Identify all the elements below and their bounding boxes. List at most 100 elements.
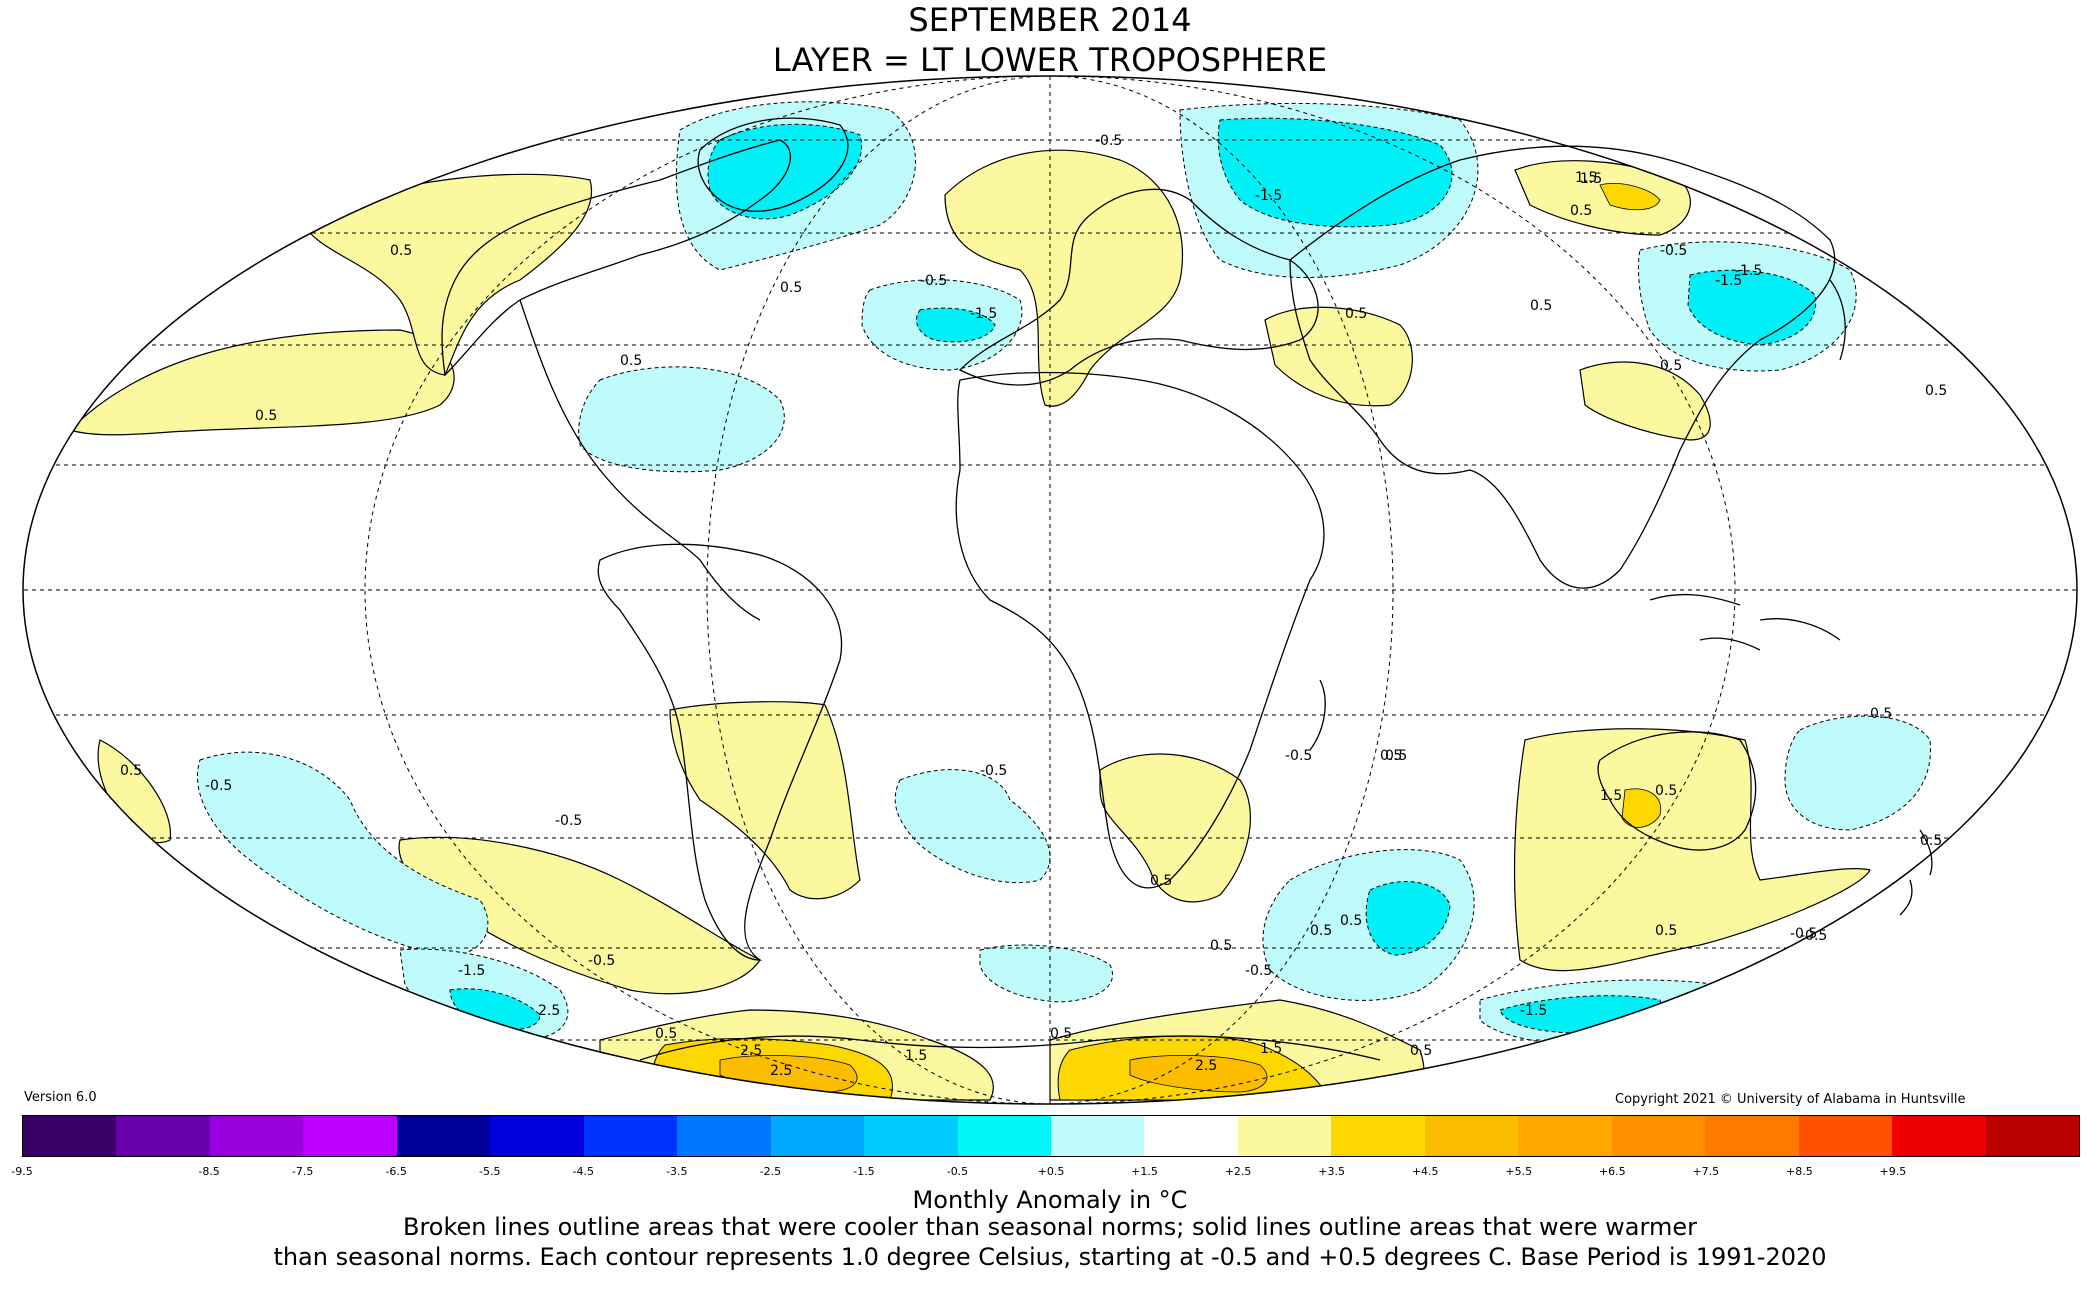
- color-swatch: [1424, 1116, 1519, 1156]
- contour-label: 2.5: [770, 1063, 792, 1079]
- cool-area-south-atlantic: [894, 769, 1051, 884]
- africa-outline: [955, 371, 1325, 889]
- contour-label: 0.5: [1925, 383, 1947, 399]
- color-swatch: [490, 1116, 584, 1156]
- color-scale-tick-label: -5.5: [478, 1165, 501, 1178]
- contour-label: 0.5: [1920, 833, 1942, 849]
- contour-label: 0.5: [1655, 783, 1677, 799]
- contour-label: -0.5: [555, 813, 582, 829]
- color-swatch: [1892, 1116, 1986, 1156]
- madagascar-outline: [1309, 679, 1326, 751]
- color-scale-tick-label: +1.5: [1131, 1165, 1158, 1178]
- anomaly-map: 0.5 0.5 0.5 -0.5 -1.5 0.5 -0.5 -1.5 1.5 …: [22, 75, 2078, 1105]
- map-subtitle: LAYER = LT LOWER TROPOSPHERE: [772, 41, 1328, 79]
- contour-label: 2.5: [740, 1043, 762, 1059]
- contour-label: -1.5: [1520, 1003, 1547, 1019]
- contour-label: 1.5: [905, 1048, 927, 1064]
- antarctica-outline: [639, 1035, 1381, 1061]
- color-swatch: [864, 1116, 958, 1156]
- contour-label: 1.5: [1260, 1041, 1282, 1057]
- warm-area-central-asia: [1264, 306, 1413, 407]
- color-swatch: [1518, 1116, 1612, 1156]
- contour-label: 0.5: [120, 763, 142, 779]
- contour-label: 0.5: [1310, 923, 1332, 939]
- color-scale-tick-label: -1.5: [853, 1165, 875, 1178]
- indonesia-outline: [1649, 593, 1841, 651]
- contour-label: 1.5: [1580, 171, 1602, 187]
- asia-outline: [1289, 145, 1836, 589]
- caption-line-1: Broken lines outline areas that were coo…: [403, 1213, 1697, 1241]
- contour-label: -0.5: [1790, 926, 1817, 942]
- cool-area-south-atlantic-deep: [979, 944, 1113, 1003]
- contour-label: 0.5: [1210, 938, 1232, 954]
- contour-label: -1.5: [1715, 273, 1742, 289]
- cool-area-south-indian-strong: [1365, 881, 1451, 956]
- color-scale-tick-label: +4.5: [1411, 1165, 1439, 1178]
- contour-label: 2.5: [1195, 1058, 1217, 1074]
- copyright-label: Copyright 2021 © University of Alabama i…: [1615, 1092, 1966, 1107]
- color-swatch: [1611, 1116, 1706, 1156]
- color-swatch: [396, 1116, 491, 1156]
- contour-label: -1.5: [970, 306, 997, 322]
- color-scale-tick-label: +5.5: [1505, 1165, 1533, 1178]
- contour-label: 2.5: [538, 1003, 560, 1019]
- contour-label: -0.5: [980, 763, 1007, 779]
- color-swatch: [209, 1116, 304, 1156]
- color-scale-tick-label: -0.5: [946, 1165, 969, 1178]
- contour-label: 0.5: [1050, 1026, 1072, 1042]
- contour-label: 0.5: [1385, 748, 1407, 764]
- contour-label: -0.5: [920, 273, 947, 289]
- globe-outline: [22, 75, 2078, 1105]
- contour-label: -0.5: [1660, 243, 1687, 259]
- warm-area-deep-east-antarctic: [1129, 1055, 1268, 1093]
- cool-area-west-siberia-strong: [1217, 117, 1453, 228]
- contour-label: 1.5: [1600, 788, 1622, 804]
- south-america-outline: [597, 543, 843, 961]
- color-swatch: [23, 1116, 117, 1156]
- warm-area-east-siberia: [1514, 160, 1691, 236]
- color-scale-tick-label: -2.5: [759, 1165, 782, 1178]
- color-swatch: [770, 1116, 865, 1156]
- color-scale-tick-label: -9.5: [11, 1165, 33, 1178]
- color-scale-tick-label: -6.5: [385, 1165, 407, 1178]
- warm-area-europe: [944, 149, 1184, 407]
- graticule: [23, 76, 2077, 1104]
- color-swatch: [1705, 1116, 1799, 1156]
- contour-label: -0.5: [588, 953, 615, 969]
- contour-label: -0.5: [205, 778, 232, 794]
- color-scale-tick-label: -7.5: [291, 1165, 314, 1178]
- color-swatch: [1798, 1116, 1893, 1156]
- color-scale-tick-label: +8.5: [1786, 1165, 1813, 1178]
- contour-label: 0.5: [1870, 706, 1892, 722]
- contour-label: 0.5: [780, 280, 802, 296]
- contour-label: 0.5: [1345, 306, 1367, 322]
- warm-area-south-america: [669, 701, 861, 900]
- color-scale-tick-label: -4.5: [572, 1165, 594, 1178]
- color-swatch: [1050, 1116, 1145, 1156]
- contour-label: 0.5: [1530, 298, 1552, 314]
- warm-area-north-pacific: [68, 329, 455, 436]
- legend-units-label: Monthly Anomaly in °C: [912, 1186, 1188, 1214]
- contour-label: -1.5: [1735, 263, 1762, 279]
- contour-label: 0.5: [1660, 358, 1682, 374]
- contour-label: 0.5: [620, 353, 642, 369]
- australia-outline: [1597, 731, 1757, 851]
- color-scale-tick-label: +3.5: [1318, 1165, 1345, 1178]
- contour-label: -0.5: [1285, 748, 1312, 764]
- cool-area-greenland-strong: [707, 123, 862, 220]
- caption-line-2: than seasonal norms. Each contour repres…: [273, 1243, 1827, 1271]
- color-swatch: [1144, 1116, 1238, 1156]
- cool-area-caribbean: [578, 366, 785, 473]
- contour-label: 0.5: [1655, 923, 1677, 939]
- north-america-outline: [441, 139, 791, 621]
- warm-area-strong-siberia: [1599, 183, 1661, 211]
- color-scale-tick-label: +6.5: [1598, 1165, 1626, 1178]
- color-scale-ticks: -9.5 -8.5 -7.5 -6.5 -5.5 -4.5 -3.5 -2.5 -1.5 -0.5…: [11, 1165, 2080, 1181]
- contour-label: 1.5: [1575, 170, 1597, 186]
- japan-outline: [1829, 279, 1846, 361]
- version-label: Version 6.0: [24, 1090, 97, 1105]
- contour-label: 0.5: [655, 1026, 677, 1042]
- color-swatch: [677, 1116, 771, 1156]
- color-swatch: [303, 1116, 397, 1156]
- contour-label: 0.5: [1340, 913, 1362, 929]
